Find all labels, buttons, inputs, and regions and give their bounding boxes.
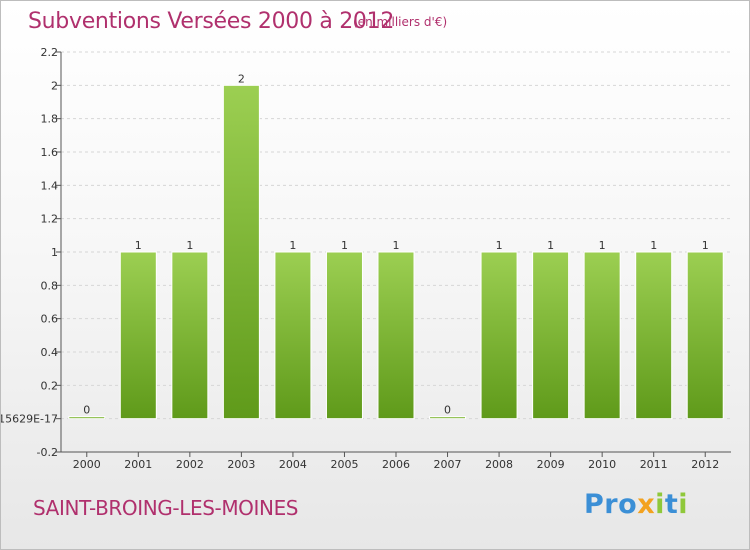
y-axis: -0.2 -1.15629E-17 0.2 0.4 0.6 0.8 1 1.2 1.4 1.6 1.… <box>1 46 62 459</box>
logo-letter: t <box>664 489 679 520</box>
data-labels: 0 1 1 2 1 1 1 0 1 1 1 1 1 <box>83 72 708 416</box>
y-tick-label: 1 <box>51 246 58 259</box>
data-label-2000: 0 <box>83 404 90 417</box>
bar-2008 <box>480 251 518 420</box>
x-tick-label: 2007 <box>434 458 462 471</box>
bar-2009 <box>532 251 570 420</box>
data-label-2005: 1 <box>341 239 348 252</box>
bar-2011 <box>635 251 673 420</box>
y-tick-label: 2 <box>51 79 58 92</box>
x-tick-label: 2000 <box>73 458 101 471</box>
y-tick-label: 1.8 <box>41 113 59 126</box>
data-label-2010: 1 <box>599 239 606 252</box>
bar-2003 <box>222 84 260 420</box>
x-tick-label: 2006 <box>382 458 410 471</box>
logo-letter: i <box>655 489 665 520</box>
x-tick-label: 2009 <box>537 458 565 471</box>
x-tick-label: 2012 <box>691 458 719 471</box>
x-tick-label: 2002 <box>176 458 204 471</box>
y-tick-label: 0.4 <box>41 346 59 359</box>
logo-letter: i <box>678 489 689 520</box>
x-tick-label: 2008 <box>485 458 513 471</box>
bar-2006 <box>377 251 415 420</box>
bar-2005 <box>325 251 363 420</box>
data-label-2007: 0 <box>444 404 451 417</box>
bar-2002 <box>171 251 209 420</box>
y-tick-label: -1.15629E-17 <box>1 413 58 426</box>
y-tick-label: -0.2 <box>37 446 58 459</box>
logo-letter: o <box>618 489 638 520</box>
x-axis: 2000 2001 2002 2003 2004 2005 2006 2007 2008 2009… <box>61 451 731 471</box>
x-tick-label: 2011 <box>640 458 668 471</box>
data-label-2006: 1 <box>393 239 400 252</box>
data-label-2009: 1 <box>547 239 554 252</box>
logo-letter: P <box>584 489 605 520</box>
proxiti-logo[interactable]: Proxiti <box>584 489 688 520</box>
y-tick-label: 1.4 <box>41 179 59 192</box>
data-label-2001: 1 <box>135 239 142 252</box>
y-tick-label: 1.2 <box>41 213 59 226</box>
y-tick-label: 0.6 <box>41 313 59 326</box>
y-tick-label: 1.6 <box>41 146 59 159</box>
commune-name: SAINT-BROING-LES-MOINES <box>33 496 299 520</box>
data-label-2008: 1 <box>496 239 503 252</box>
bar-2010 <box>583 251 621 420</box>
logo-letter: x <box>637 489 656 520</box>
bars <box>68 84 724 420</box>
data-label-2012: 1 <box>702 239 709 252</box>
y-tick-label: 2.2 <box>41 46 59 59</box>
bar-2004 <box>274 251 312 420</box>
x-tick-label: 2005 <box>330 458 358 471</box>
x-tick-label: 2004 <box>279 458 307 471</box>
bar-2000 <box>68 416 106 420</box>
chart-title: Subventions Versées 2000 à 2012 <box>28 9 395 34</box>
data-label-2004: 1 <box>289 239 296 252</box>
bar-2007 <box>429 416 467 420</box>
x-tick-label: 2001 <box>124 458 152 471</box>
x-tick-label: 2010 <box>588 458 616 471</box>
bar-2012 <box>686 251 724 420</box>
x-tick-label: 2003 <box>227 458 255 471</box>
chart-unit: (en milliers d'€) <box>353 15 448 29</box>
y-tick-label: 0.8 <box>41 279 59 292</box>
data-label-2002: 1 <box>186 239 193 252</box>
data-label-2011: 1 <box>650 239 657 252</box>
y-tick-label: 0.2 <box>41 379 59 392</box>
logo-letter: r <box>604 489 619 520</box>
data-label-2003: 2 <box>238 72 245 85</box>
bar-2001 <box>119 251 157 420</box>
